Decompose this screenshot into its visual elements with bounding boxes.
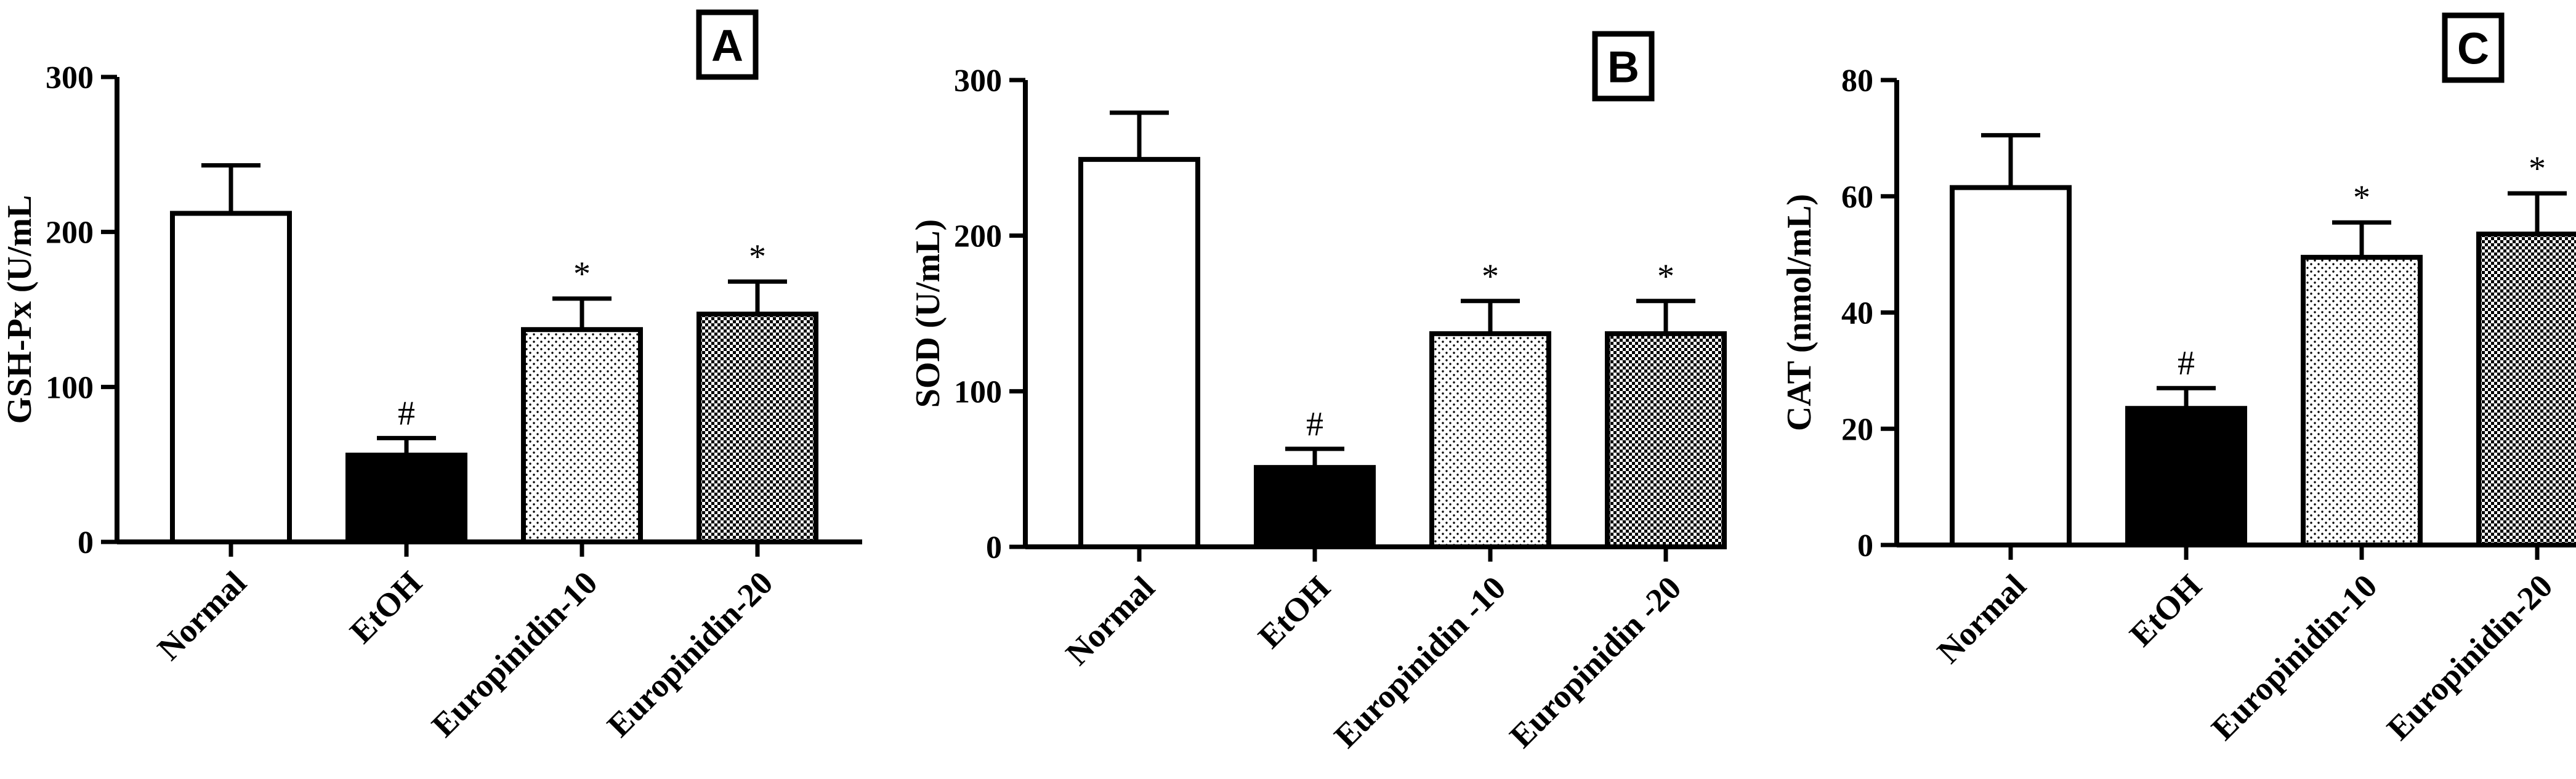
y-tick-label: 0 bbox=[78, 525, 94, 560]
category-label: Europinidin-10 bbox=[424, 564, 604, 744]
panel-letter: C bbox=[2457, 25, 2489, 74]
bar-1 bbox=[1950, 185, 2072, 547]
bar-4 bbox=[696, 312, 818, 544]
y-axis-title: CAT (nmol/mL) bbox=[1780, 194, 1819, 431]
y-tick-label: 60 bbox=[1841, 180, 1873, 215]
bar-1 bbox=[170, 211, 292, 544]
category-label: Europinidin-20 bbox=[600, 564, 780, 744]
category-label: EtOH bbox=[2122, 567, 2208, 653]
significance-mark: # bbox=[1306, 405, 1323, 443]
panel-letter-box bbox=[1592, 31, 1655, 102]
panel-letter: B bbox=[1607, 43, 1639, 92]
category-label: Europinidin -10 bbox=[1327, 569, 1513, 755]
y-tick-label: 200 bbox=[46, 216, 94, 251]
significance-mark: * bbox=[2353, 179, 2370, 217]
bar-3 bbox=[2301, 254, 2423, 547]
bar-3 bbox=[521, 327, 643, 544]
panel-c: 0 20 40 60 80 CAT (nmol/mL) Normal # EtOH * Europi… bbox=[1780, 12, 2576, 747]
bar-2 bbox=[345, 453, 467, 544]
significance-mark: * bbox=[749, 238, 766, 276]
bar-2 bbox=[1254, 465, 1376, 550]
category-label: EtOH bbox=[1251, 569, 1337, 655]
bar-4 bbox=[2476, 232, 2576, 547]
category-label: Europinidin -20 bbox=[1503, 569, 1689, 755]
significance-mark: * bbox=[1482, 257, 1499, 296]
significance-mark: * bbox=[1657, 257, 1674, 296]
category-label: Normal bbox=[150, 564, 254, 668]
y-tick-label: 0 bbox=[986, 530, 1002, 565]
y-tick-label: 200 bbox=[954, 219, 1002, 254]
panel-b: 0 100 200 300 SOD (U/mL) Normal # EtOH * Europini… bbox=[909, 31, 1727, 755]
significance-mark: * bbox=[573, 255, 591, 293]
significance-mark: # bbox=[2178, 344, 2195, 382]
category-label: Normal bbox=[1059, 569, 1162, 672]
bar-1 bbox=[1078, 156, 1200, 549]
y-tick-label: 20 bbox=[1841, 412, 1873, 447]
bar-4 bbox=[1605, 331, 1727, 549]
y-tick-label: 300 bbox=[46, 60, 94, 95]
category-label: Europinidin-20 bbox=[2380, 567, 2559, 747]
panel-letter-box bbox=[2442, 12, 2505, 83]
y-tick-label: 100 bbox=[46, 370, 94, 405]
y-axis-title: SOD (U/mL) bbox=[909, 219, 947, 408]
panel-letter: A bbox=[711, 22, 743, 71]
y-tick-label: 300 bbox=[954, 63, 1002, 99]
category-label: Normal bbox=[1930, 567, 2033, 671]
y-tick-label: 80 bbox=[1841, 63, 1873, 99]
panel-a: 0 100 200 300 GSH-Px (U/mL Normal # EtOH * Europi… bbox=[1, 9, 862, 744]
y-tick-label: 40 bbox=[1841, 296, 1873, 331]
bar-3 bbox=[1429, 331, 1551, 549]
category-label: Europinidin-10 bbox=[2204, 567, 2384, 747]
y-tick-label: 100 bbox=[954, 374, 1002, 410]
significance-mark: # bbox=[398, 394, 415, 432]
category-label: EtOH bbox=[342, 564, 429, 650]
bar-2 bbox=[2125, 406, 2247, 547]
panel-letter-box bbox=[696, 9, 759, 80]
significance-mark: * bbox=[2529, 150, 2546, 188]
y-axis-title: GSH-Px (U/mL bbox=[1, 195, 39, 424]
y-tick-label: 0 bbox=[1857, 528, 1873, 563]
